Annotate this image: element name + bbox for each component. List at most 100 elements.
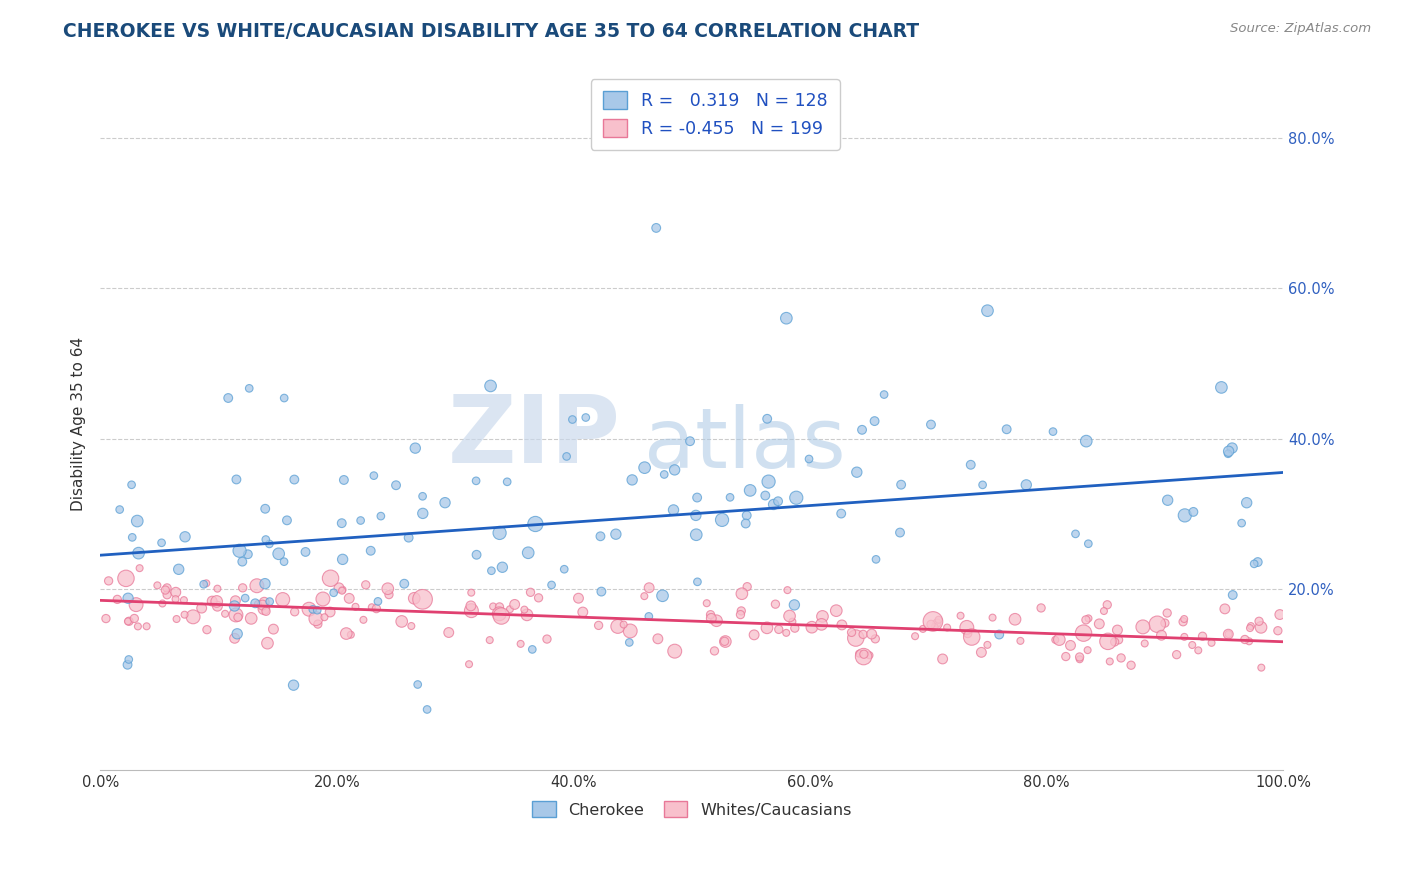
Point (936, 621, 959, 635)
Point (920, 617, 942, 632)
Point (1059, 639, 1081, 653)
Point (848, 647, 870, 661)
Point (830, 507, 852, 521)
Point (1166, 648, 1188, 662)
Point (652, 467, 675, 482)
Point (956, 626, 979, 640)
Point (775, 625, 797, 640)
Point (972, 478, 994, 492)
Point (685, 508, 707, 523)
Point (167, 562, 190, 576)
Point (865, 632, 887, 646)
Point (522, 642, 544, 657)
Point (195, 623, 218, 637)
Point (519, 585, 541, 599)
Point (645, 221, 668, 235)
Point (797, 452, 820, 467)
Point (226, 610, 249, 624)
Point (1029, 601, 1052, 615)
Point (305, 612, 328, 626)
Point (775, 311, 797, 326)
Point (988, 627, 1011, 641)
Point (322, 586, 344, 600)
Point (762, 498, 785, 512)
Point (567, 591, 589, 606)
Point (398, 531, 420, 545)
Point (651, 589, 673, 603)
Point (700, 611, 723, 625)
Point (904, 629, 927, 643)
Point (146, 578, 169, 592)
Point (434, 496, 457, 510)
Point (460, 604, 482, 618)
Point (845, 465, 868, 479)
Point (785, 491, 807, 505)
Point (638, 581, 661, 595)
Point (1171, 615, 1194, 629)
Text: CHEROKEE VS WHITE/CAUCASIAN DISABILITY AGE 35 TO 64 CORRELATION CHART: CHEROKEE VS WHITE/CAUCASIAN DISABILITY A… (63, 22, 920, 41)
Point (766, 494, 789, 508)
Point (845, 631, 868, 645)
Point (105, 592, 128, 607)
Point (851, 423, 873, 437)
Point (174, 530, 197, 544)
Point (613, 617, 636, 632)
Point (509, 637, 531, 651)
Point (1156, 606, 1178, 620)
Point (1233, 632, 1256, 647)
Point (959, 458, 981, 472)
Point (742, 628, 765, 642)
Point (810, 617, 832, 632)
Point (621, 473, 644, 487)
Point (922, 615, 945, 629)
Point (1247, 615, 1270, 629)
Point (224, 593, 246, 607)
Point (298, 602, 321, 616)
Point (1047, 632, 1070, 647)
Point (499, 602, 522, 616)
Point (125, 598, 148, 612)
Point (1042, 425, 1064, 439)
Point (283, 678, 305, 692)
Point (121, 477, 143, 491)
Point (412, 489, 434, 503)
Point (1107, 623, 1129, 637)
Point (1154, 616, 1177, 631)
Point (344, 599, 367, 614)
Point (768, 623, 790, 637)
Point (1077, 611, 1099, 625)
Point (231, 555, 253, 569)
Point (637, 609, 659, 624)
Point (776, 583, 799, 598)
Point (1077, 537, 1099, 551)
Point (718, 491, 741, 505)
Point (349, 514, 371, 528)
Point (354, 578, 377, 592)
Point (340, 628, 363, 642)
Point (1004, 612, 1026, 626)
Point (686, 574, 709, 589)
Point (1181, 638, 1204, 652)
Point (1173, 612, 1195, 626)
Point (366, 601, 388, 615)
Point (259, 537, 281, 551)
Point (246, 597, 269, 611)
Point (460, 599, 482, 613)
Point (664, 644, 686, 658)
Point (217, 391, 239, 405)
Point (1077, 643, 1099, 657)
Point (378, 588, 401, 602)
Point (284, 605, 307, 619)
Point (1088, 616, 1111, 631)
Point (233, 591, 256, 606)
Point (1150, 628, 1173, 642)
Point (527, 591, 550, 605)
Point (1054, 649, 1077, 664)
Point (540, 578, 562, 592)
Point (924, 620, 946, 634)
Point (679, 434, 702, 449)
Point (928, 613, 950, 627)
Point (572, 605, 595, 619)
Point (1237, 634, 1260, 648)
Point (406, 677, 429, 691)
